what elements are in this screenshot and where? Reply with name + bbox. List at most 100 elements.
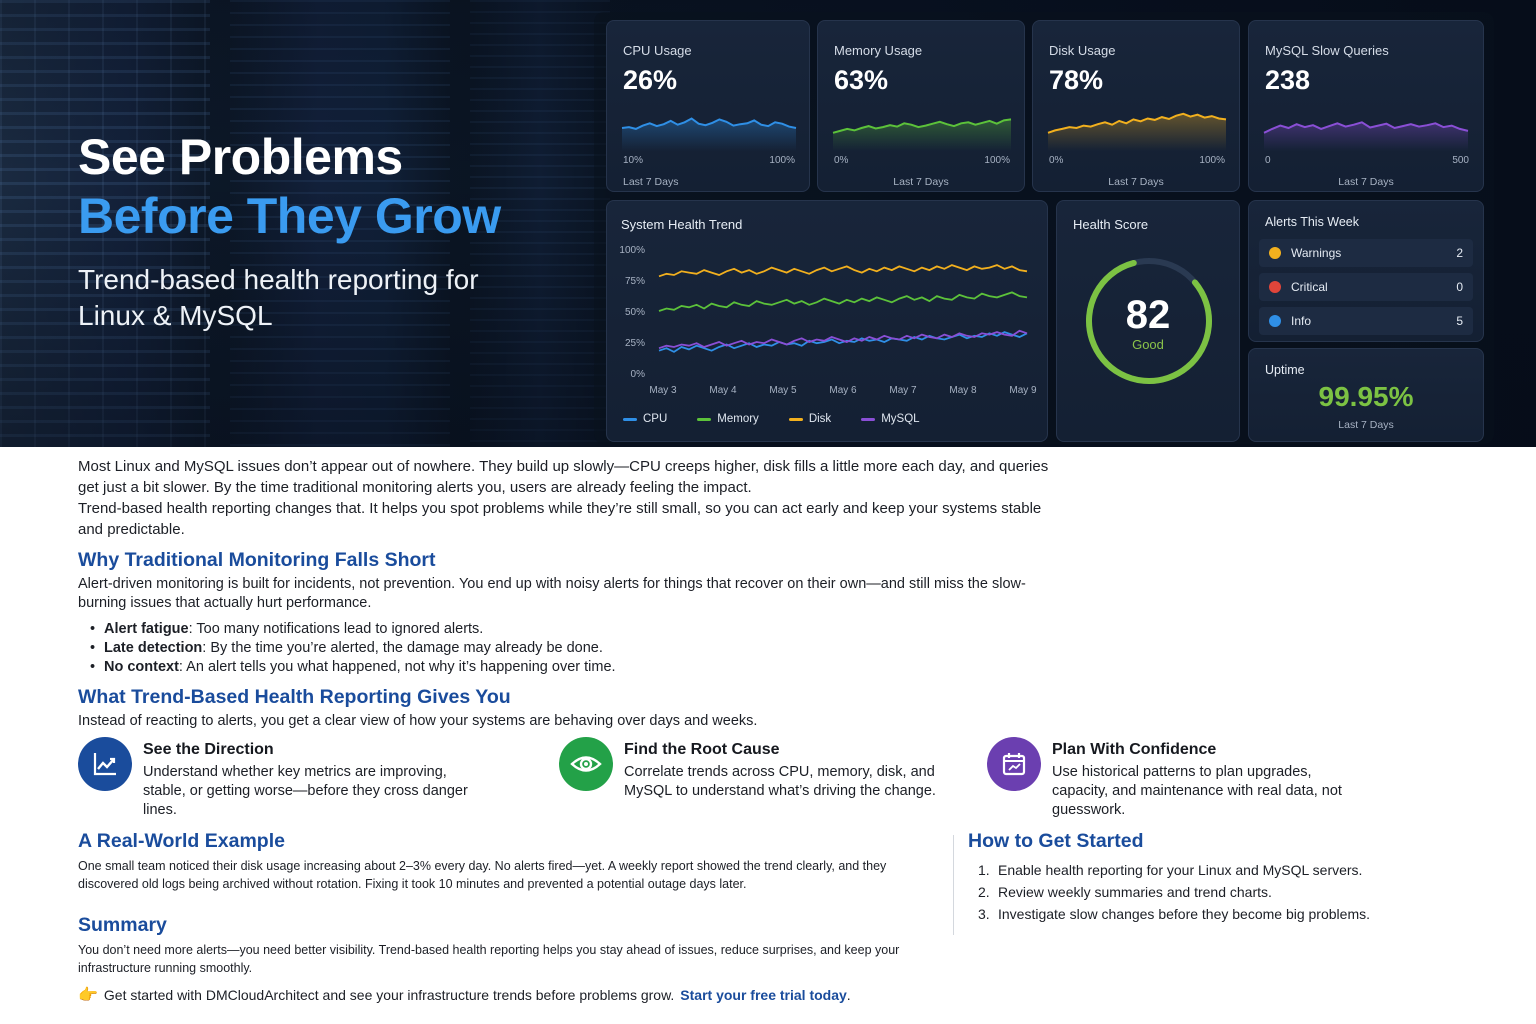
section-heading-start: How to Get Started [968, 830, 1144, 852]
sparkline-line [1263, 121, 1469, 134]
critical-dot-icon [1269, 281, 1281, 293]
feature-title: See the Direction [143, 741, 274, 758]
sparkline-line [1047, 112, 1227, 134]
sparkline-area [622, 118, 796, 151]
x-tick-label: May 4 [709, 385, 737, 396]
pointing-hand-icon: 👉 [78, 987, 98, 1004]
free-trial-link[interactable]: Start your free trial today [680, 987, 847, 1003]
y-tick-label: 0% [631, 369, 646, 380]
alert-row-warnings[interactable]: Warnings 2 [1259, 239, 1473, 267]
feature-text: Correlate trends across CPU, memory, dis… [624, 764, 936, 799]
list-item: 2. Review weekly summaries and trend char… [978, 884, 1272, 900]
uptime-period: Last 7 Days [1338, 419, 1394, 431]
hero-subtitle: Trend-based health reporting for Linux &… [78, 264, 479, 331]
alert-row-critical[interactable]: Critical 0 [1259, 273, 1473, 301]
health-score-title: Health Score [1073, 217, 1149, 232]
warning-dot-icon [1269, 247, 1281, 259]
gauge-arc [1086, 258, 1212, 384]
metric-card-cpu[interactable]: CPU Usage 26% 10% 100% Last 7 Days [606, 20, 810, 192]
dashboard-panel: CPU Usage 26% 10% 100% Last 7 Days Memor… [594, 12, 1494, 444]
list-item: 1. Enable health reporting for your Linux… [978, 862, 1363, 878]
metric-label: Disk Usage [1049, 43, 1116, 58]
metric-card-mysql[interactable]: MySQL Slow Queries 238 0 500 Last 7 Days [1248, 20, 1484, 192]
calendar-icon [987, 737, 1041, 791]
feature-title: Find the Root Cause [624, 741, 780, 758]
alert-count: 5 [1456, 314, 1463, 328]
metric-card-disk[interactable]: Disk Usage 78% 0% 100% Last 7 Days [1032, 20, 1240, 192]
metric-value: 63% [834, 65, 889, 95]
info-dot-icon [1269, 315, 1281, 327]
period-label: Last 7 Days [1338, 176, 1394, 188]
legend-swatch [623, 417, 637, 421]
period-label: Last 7 Days [893, 176, 949, 188]
eye-icon [559, 737, 613, 791]
system-health-trend-chart: 100% 75% 50% 25% 0%May 3 May 4 May 5 May 6 May 7… [619, 245, 1037, 396]
range-min: 0% [834, 155, 849, 166]
sparkline-memory [832, 118, 1012, 151]
range-max: 500 [1452, 155, 1469, 166]
period-label: Last 7 Days [623, 176, 679, 188]
x-tick-label: May 6 [829, 385, 857, 396]
trend-chart-icon [78, 737, 132, 791]
series-line-disk [658, 264, 1028, 278]
sparkline-area [1264, 122, 1468, 151]
legend-item-memory[interactable]: Memory [697, 413, 759, 425]
list-item: No context: An alert tells you what happ… [90, 658, 616, 677]
summary-paragraph: You don’t need more alerts—you need bett… [78, 943, 900, 975]
metric-label: CPU Usage [623, 43, 692, 58]
sparkline-area [1048, 113, 1226, 151]
metric-label: Memory Usage [834, 43, 923, 58]
alert-count: 0 [1456, 280, 1463, 294]
range-max: 100% [1199, 155, 1225, 166]
x-tick-label: May 5 [769, 385, 797, 396]
x-tick-label: May 9 [1009, 385, 1037, 396]
uptime-title: Uptime [1265, 363, 1305, 377]
metric-value: 238 [1265, 65, 1311, 95]
uptime-card: Uptime 99.95% Last 7 Days [1248, 348, 1484, 442]
list-item: Late detection: By the time you’re alert… [90, 639, 616, 658]
range-max: 100% [984, 155, 1010, 166]
health-score-card: Health Score 82 Good [1056, 200, 1240, 442]
metric-card-memory[interactable]: Memory Usage 63% 0% 100% Last 7 Days [817, 20, 1025, 192]
server-rack-background [470, 0, 610, 447]
hero-title-line2: Before They Grow [78, 188, 501, 244]
range-min: 10% [623, 155, 644, 166]
why-paragraph: Alert-driven monitoring is built for inc… [78, 576, 1026, 611]
y-tick-label: 50% [625, 307, 645, 318]
cta-text: Get started with DMCloudArchitect and se… [103, 987, 675, 1003]
feature-title: Plan With Confidence [1052, 741, 1217, 758]
call-to-action: 👉 Get started with DMCloudArchitect and … [78, 987, 851, 1004]
range-max: 100% [769, 155, 795, 166]
alert-row-info[interactable]: Info 5 [1259, 307, 1473, 335]
alerts-title: Alerts This Week [1265, 215, 1360, 229]
feature-text: Understand whether key metrics are impro… [143, 764, 468, 818]
section-heading-what: What Trend-Based Health Reporting Gives … [78, 686, 511, 708]
series-line-cpu [658, 331, 1028, 353]
x-tick-label: May 8 [949, 385, 977, 396]
legend-item-disk[interactable]: Disk [788, 413, 831, 425]
example-paragraph: One small team noticed their disk usage … [78, 859, 887, 891]
alerts-card: Alerts This Week Warnings 2 Critical 0 I… [1248, 200, 1484, 342]
x-tick-label: May 3 [649, 385, 677, 396]
server-rack-background [230, 0, 450, 447]
intro-paragraph-1: Most Linux and MySQL issues don’t appear… [78, 458, 1049, 496]
range-min: 0 [1265, 155, 1271, 166]
series-line-mysql [658, 329, 1028, 350]
hero-banner: See Problems Before They Grow Trend-base… [0, 0, 1536, 447]
legend-swatch [861, 417, 876, 421]
range-min: 0% [1049, 155, 1064, 166]
server-rack-background [0, 0, 210, 447]
y-tick-label: 75% [625, 276, 645, 287]
system-health-trend-card: System Health Trend 100% 75% 50% 25% 0% May 3… [606, 200, 1048, 442]
x-tick-label: May 7 [889, 385, 917, 396]
getting-started-steps: 1. Enable health reporting for your Linux… [978, 859, 1370, 925]
feature-text: Use historical patterns to plan upgrades… [1052, 764, 1342, 818]
series-line-memory [658, 291, 1028, 312]
sparkline-disk [1047, 112, 1227, 151]
sparkline-area [833, 119, 1011, 151]
legend-item-mysql[interactable]: MySQL [861, 413, 920, 425]
health-score-status: Good [1132, 337, 1164, 352]
y-tick-label: 25% [625, 338, 645, 349]
legend-item-cpu[interactable]: CPU [623, 413, 667, 425]
uptime-value: 99.95% [1318, 381, 1414, 412]
